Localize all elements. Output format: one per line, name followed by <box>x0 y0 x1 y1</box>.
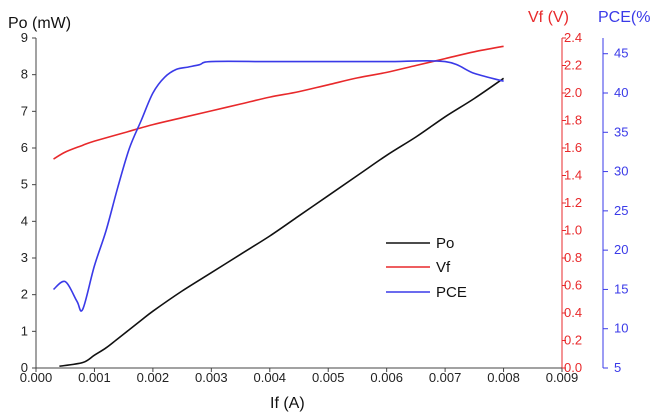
x-tick-label: 0.009 <box>546 370 579 385</box>
x-tick-label: 0.004 <box>254 370 287 385</box>
y-right-pce-tick-label: 30 <box>614 164 628 179</box>
y-left-tick-label: 0 <box>21 360 28 375</box>
x-axis-ticks: 0.000 0.001 0.002 0.003 0.004 0.005 0.006 0.007… <box>20 368 579 385</box>
pce-line <box>52 59 504 312</box>
y-right-vf-tick-label: 2.2 <box>564 58 582 73</box>
y-right-pce-axis-title: PCE(% <box>598 9 650 26</box>
x-tick-label: 0.007 <box>429 370 462 385</box>
y-right-vf-tick-label: 1.4 <box>564 168 582 183</box>
y-left-tick-label: 6 <box>21 140 28 155</box>
y-right-vf-axis-title: Vf (V) <box>528 9 569 26</box>
legend-po-label: Po <box>436 235 454 252</box>
y-right-vf-tick-label: 2.4 <box>564 30 582 45</box>
y-right-pce-axis-ticks: 5 10 15 20 25 30 35 40 45 <box>603 46 628 375</box>
y-left-tick-label: 1 <box>21 323 28 338</box>
x-tick-label: 0.002 <box>137 370 170 385</box>
y-left-tick-label: 2 <box>21 287 28 302</box>
y-right-pce-tick-label: 25 <box>614 203 628 218</box>
y-right-pce-tick-label: 10 <box>614 321 628 336</box>
y-left-tick-label: 5 <box>21 177 28 192</box>
po-line <box>59 77 505 367</box>
series-lines <box>52 45 505 367</box>
y-right-pce-tick-label: 45 <box>614 46 628 61</box>
y-right-pce-tick-label: 20 <box>614 242 628 257</box>
x-tick-label: 0.003 <box>195 370 228 385</box>
y-right-vf-tick-label: 2.0 <box>564 85 582 100</box>
y-right-pce-tick-label: 5 <box>614 360 621 375</box>
x-tick-label: 0.006 <box>370 370 403 385</box>
y-left-tick-label: 4 <box>21 213 28 228</box>
x-tick-label: 0.005 <box>312 370 345 385</box>
x-axis-title: If (A) <box>270 395 305 412</box>
y-left-tick-label: 9 <box>21 30 28 45</box>
x-tick-label: 0.008 <box>487 370 520 385</box>
y-right-vf-axis-ticks: 0.0 0.2 0.4 0.6 0.8 1.0 1.2 1.4 1.6 1.8 2.0 2.2 2.4 <box>562 30 582 375</box>
y-right-pce-tick-label: 15 <box>614 281 628 296</box>
y-right-vf-tick-label: 1.2 <box>564 195 582 210</box>
y-right-vf-tick-label: 0.0 <box>564 360 582 375</box>
y-right-vf-tick-label: 0.6 <box>564 278 582 293</box>
x-tick-label: 0.001 <box>78 370 111 385</box>
vf-line <box>53 45 504 160</box>
y-right-vf-tick-label: 0.2 <box>564 333 582 348</box>
y-left-tick-label: 7 <box>21 103 28 118</box>
y-right-pce-tick-label: 40 <box>614 85 628 100</box>
y-left-axis-ticks: 0 1 2 3 4 5 6 7 8 9 <box>21 30 36 375</box>
legend-pce-label: PCE <box>436 284 467 301</box>
y-right-vf-tick-label: 0.8 <box>564 250 582 265</box>
y-right-vf-tick-label: 1.6 <box>564 140 582 155</box>
y-left-tick-label: 8 <box>21 67 28 82</box>
x-tick-label: 0.000 <box>20 370 53 385</box>
y-left-tick-label: 3 <box>21 250 28 265</box>
y-right-vf-tick-label: 0.4 <box>564 305 582 320</box>
y-right-pce-tick-label: 35 <box>614 124 628 139</box>
y-left-axis-title: Po (mW) <box>8 15 71 32</box>
y-right-vf-tick-label: 1.0 <box>564 223 582 238</box>
y-right-vf-tick-label: 1.8 <box>564 113 582 128</box>
legend: Po Vf PCE <box>386 235 467 301</box>
legend-vf-label: Vf <box>436 259 451 276</box>
